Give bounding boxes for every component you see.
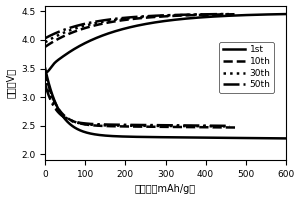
10th [183, 14, 187, 17]
50th [44, 37, 47, 39]
50th [115, 17, 119, 20]
10th [236, 13, 239, 15]
1st [122, 28, 126, 30]
10th [67, 33, 70, 35]
30th [160, 15, 163, 17]
30th [66, 30, 69, 32]
1st [44, 70, 47, 73]
50th [175, 14, 178, 16]
Line: 10th: 10th [45, 14, 238, 47]
1st [219, 15, 223, 17]
30th [116, 18, 120, 21]
1st [45, 71, 48, 73]
1st [284, 13, 288, 15]
50th [102, 19, 106, 21]
Line: 50th: 50th [45, 14, 226, 38]
X-axis label: 比容量（mAh/g）: 比容量（mAh/g） [135, 184, 196, 194]
10th [182, 14, 186, 17]
50th [65, 28, 69, 30]
Line: 1st: 1st [45, 14, 286, 72]
1st [218, 15, 221, 17]
30th [103, 20, 107, 23]
10th [106, 21, 110, 24]
1st [195, 16, 199, 19]
1st [139, 24, 143, 26]
1st [73, 48, 76, 50]
30th [228, 13, 232, 15]
50th [224, 13, 227, 15]
50th [174, 14, 177, 16]
Y-axis label: 电压（V）: 电压（V） [6, 68, 16, 98]
10th [120, 19, 123, 22]
Line: 30th: 30th [45, 14, 230, 42]
30th [44, 41, 47, 43]
10th [164, 15, 168, 17]
30th [177, 14, 180, 16]
50th [157, 14, 160, 17]
10th [44, 46, 47, 48]
30th [178, 14, 181, 16]
Legend: 1st, 10th, 30th, 50th: 1st, 10th, 30th, 50th [219, 42, 274, 93]
